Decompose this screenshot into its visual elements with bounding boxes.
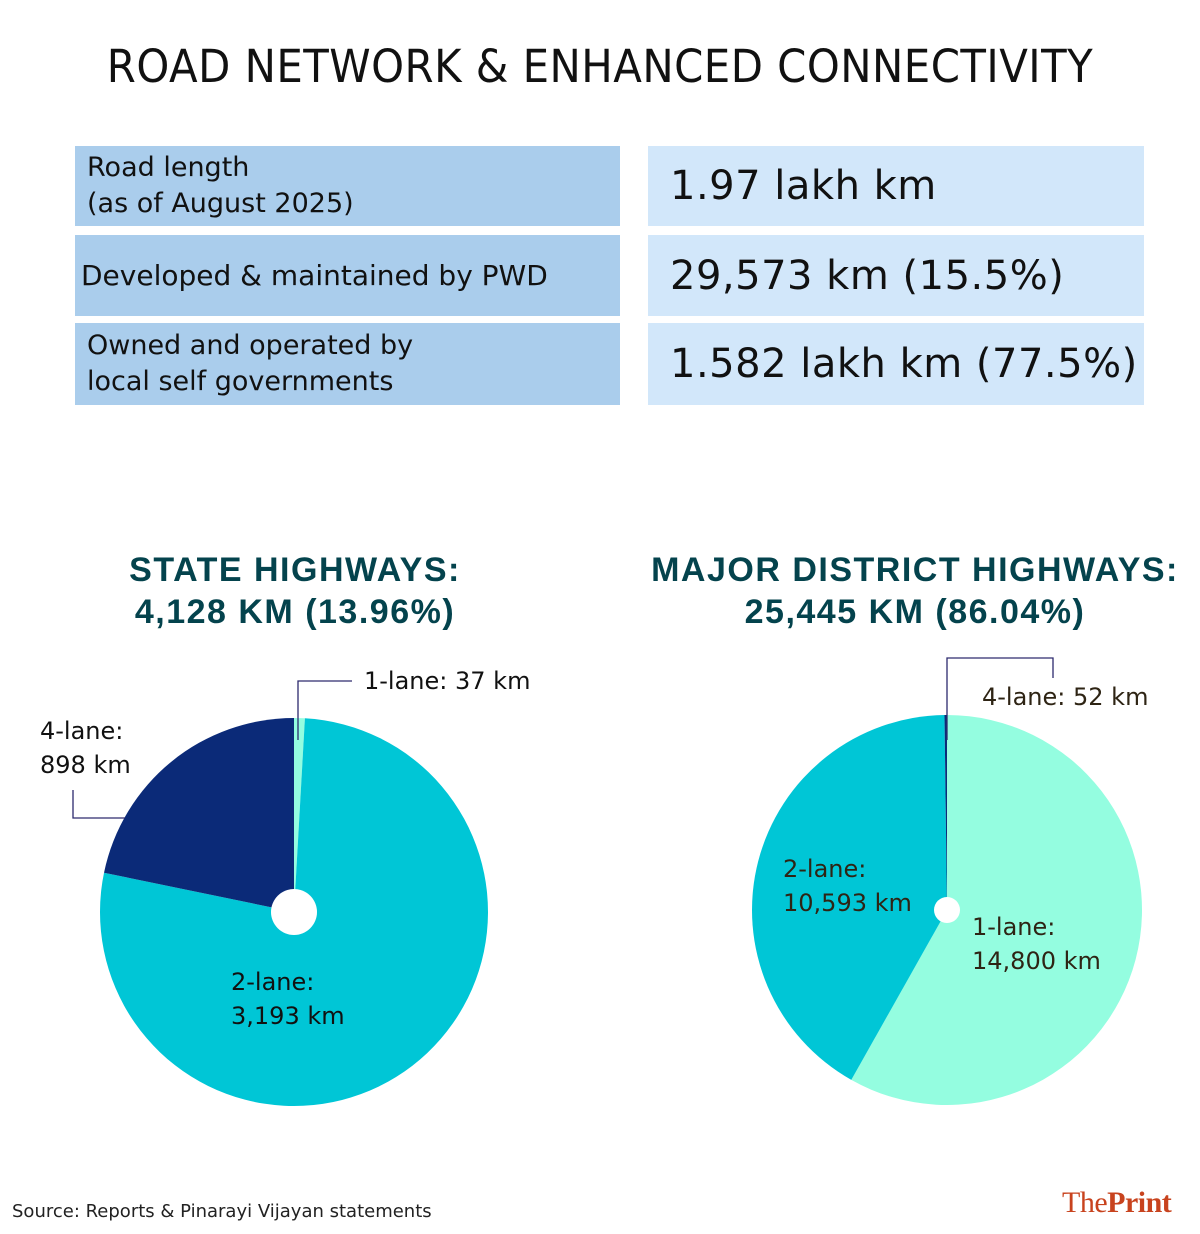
logo-print: Print [1107, 1186, 1172, 1219]
local-govt-value: 1.582 lakh km (77.5%) [648, 323, 1144, 405]
mdr-title-line2: 25,445 KM (86.04%) [744, 593, 1086, 631]
sh-two-lane-label-line2: 3,193 km [231, 1002, 345, 1030]
pie-slice-2-lane [752, 715, 947, 1080]
mdr-title-line1: MAJOR DISTRICT HIGHWAYS: [651, 551, 1179, 589]
road-length-label: Road length (as of August 2025) [75, 146, 620, 226]
local-govt-label-line2: local self governments [87, 366, 394, 397]
road-length-label-line2: (as of August 2025) [87, 188, 354, 219]
pie-slice-1-lane [294, 718, 305, 912]
sh-four-lane-label-line1: 4-lane: [40, 717, 124, 745]
mdr-title: MAJOR DISTRICT HIGHWAYS: 25,445 KM (86.0… [630, 549, 1200, 633]
pie-slice-1-lane [851, 715, 1143, 1105]
road-length-label-line1: Road length [87, 152, 250, 183]
pwd-label: Developed & maintained by PWD [75, 235, 620, 316]
local-govt-label-line1: Owned and operated by [87, 330, 414, 361]
mdr-four-lane-leader-line [946, 657, 1054, 740]
mdr-two-lane-label: 2-lane: 10,593 km [783, 852, 912, 920]
mdr-one-lane-label-line2: 14,800 km [972, 947, 1101, 975]
sh-two-lane-label-line1: 2-lane: [231, 968, 315, 996]
mdr-pie [752, 715, 1143, 1105]
sh-four-lane-label-line2: 898 km [40, 751, 131, 779]
local-govt-label: Owned and operated by local self governm… [75, 323, 620, 405]
state-highways-title-line1: STATE HIGHWAYS: [129, 551, 461, 589]
mdr-one-lane-label: 1-lane: 14,800 km [972, 910, 1101, 978]
sh-four-lane-label: 4-lane: 898 km [40, 714, 131, 782]
pie-center-hole [934, 897, 960, 923]
mdr-one-lane-label-line1: 1-lane: [972, 913, 1056, 941]
mdr-two-lane-label-line1: 2-lane: [783, 855, 867, 883]
theprint-logo: ThePrint [1062, 1186, 1172, 1220]
sh-two-lane-label: 2-lane: 3,193 km [231, 965, 345, 1033]
logo-the: The [1062, 1186, 1108, 1219]
state-highways-title-line2: 4,128 KM (13.96%) [134, 593, 456, 631]
pie-slice-4-lane [104, 717, 294, 912]
source-note: Source: Reports & Pinarayi Vijayan state… [12, 1201, 432, 1222]
state-highways-pie [99, 717, 488, 1106]
page-title: ROAD NETWORK & ENHANCED CONNECTIVITY [106, 40, 1094, 93]
state-highways-title: STATE HIGHWAYS: 4,128 KM (13.96%) [60, 549, 530, 633]
one-lane-leader-line [297, 680, 352, 740]
pie-slice-4-lane [944, 715, 947, 910]
pie-center-hole [271, 889, 317, 935]
pwd-value: 29,573 km (15.5%) [648, 235, 1144, 316]
mdr-two-lane-label-line2: 10,593 km [783, 889, 912, 917]
road-length-value: 1.97 lakh km [648, 146, 1144, 226]
four-lane-leader-line [72, 790, 125, 819]
sh-one-lane-label: 1-lane: 37 km [364, 667, 531, 695]
mdr-four-lane-label: 4-lane: 52 km [982, 683, 1149, 711]
